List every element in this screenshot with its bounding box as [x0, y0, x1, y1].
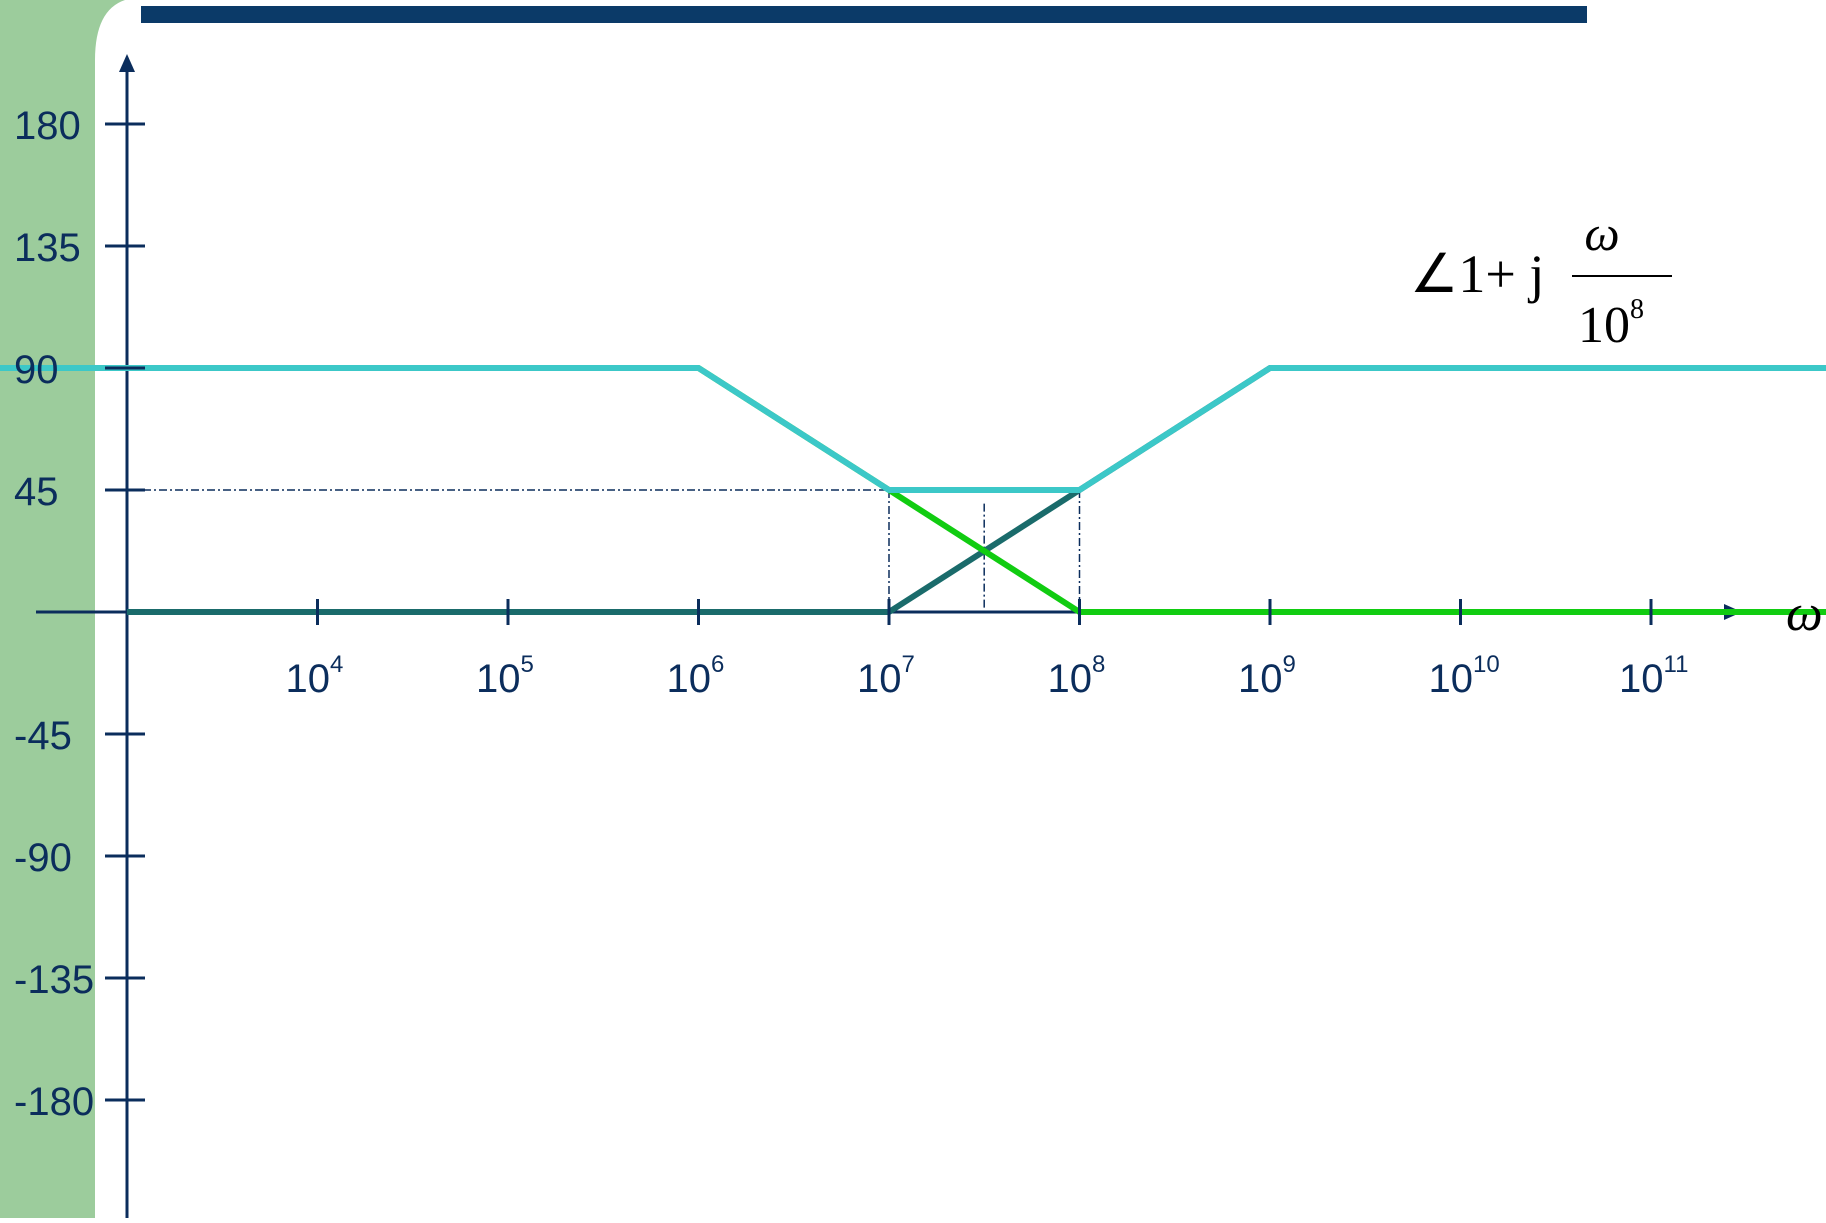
- x-tick-label-exp: 9: [1283, 651, 1296, 678]
- y-tick-label: -135: [14, 958, 94, 1002]
- x-tick-label: 105: [476, 651, 534, 701]
- x-tick-label-base: 10: [286, 657, 331, 701]
- annotation-formula: ∠1+ j ω 108: [1410, 205, 1672, 354]
- axes: [36, 54, 1742, 1218]
- x-tick-label: 107: [857, 651, 915, 701]
- x-tick-label: 106: [667, 651, 725, 701]
- guide-lines: [127, 489, 1081, 612]
- y-tick-label: -45: [14, 714, 72, 758]
- x-tick-label-exp: 5: [521, 651, 534, 678]
- x-tick-label-base: 10: [1048, 657, 1093, 701]
- annotation-denominator: 108: [1578, 294, 1644, 354]
- x-tick-label-exp: 4: [330, 651, 343, 678]
- x-tick-label-exp: 7: [902, 651, 915, 678]
- annotation-denominator-exp: 8: [1630, 294, 1644, 325]
- header-bar: [141, 6, 1587, 23]
- tick-marks: [105, 122, 1653, 1102]
- y-tick-label: 90: [14, 348, 59, 392]
- y-tick-label: 135: [14, 226, 81, 270]
- y-tick-label: 180: [14, 104, 81, 148]
- x-tick-label-base: 10: [1238, 657, 1283, 701]
- x-tick-label-base: 10: [476, 657, 521, 701]
- series-lines: [0, 365, 1826, 615]
- x-tick-label-base: 10: [1619, 657, 1664, 701]
- x-tick-label: 1011: [1619, 651, 1688, 701]
- annotation-numerator: ω: [1584, 205, 1619, 261]
- tick-labels: 104 105 106 107 108 109 1010 10111801359045-45-…: [14, 104, 1688, 1124]
- x-tick-label-exp: 8: [1092, 651, 1105, 678]
- annotation-prefix: ∠1+ j: [1410, 244, 1544, 304]
- annotation-denominator-base: 10: [1578, 297, 1630, 354]
- x-tick-label-exp: 10: [1473, 651, 1500, 678]
- y-tick-label: -180: [14, 1080, 94, 1124]
- x-tick-label: 1010: [1429, 651, 1500, 701]
- slide-decoration: [0, 0, 1587, 1218]
- x-tick-label: 108: [1048, 651, 1106, 701]
- x-tick-label: 109: [1238, 651, 1296, 701]
- sidebar-band: [0, 0, 125, 1218]
- y-tick-label: 45: [14, 470, 59, 514]
- x-tick-label-base: 10: [1429, 657, 1474, 701]
- y-tick-label: -90: [14, 836, 72, 880]
- x-axis-label: ω: [1786, 585, 1823, 642]
- x-tick-label-base: 10: [857, 657, 902, 701]
- x-tick-label-exp: 6: [711, 651, 724, 678]
- x-tick-label-exp: 11: [1664, 651, 1689, 678]
- series-line: [0, 365, 1826, 493]
- x-tick-label: 104: [286, 651, 344, 701]
- y-axis-arrow: [119, 54, 135, 72]
- x-tick-label-base: 10: [667, 657, 712, 701]
